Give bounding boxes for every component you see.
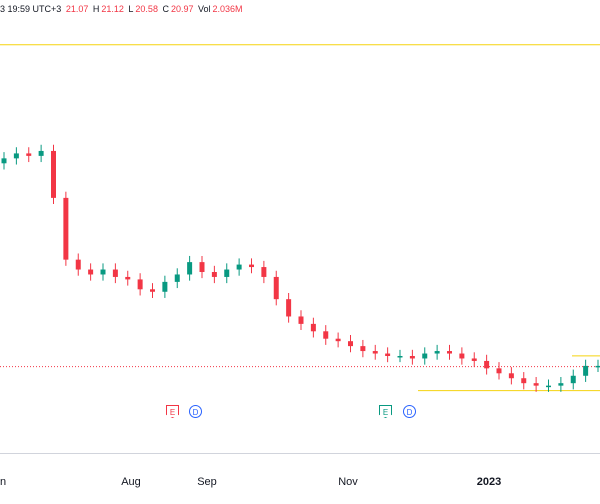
candle-body (237, 265, 242, 270)
candle-body (39, 151, 44, 156)
candle-body (360, 346, 365, 351)
candle-body (26, 153, 31, 155)
candle-body (447, 351, 452, 353)
candle-body (571, 376, 576, 383)
legend-close-label: C (162, 4, 169, 14)
dividend-event-icon[interactable]: D (189, 405, 202, 418)
candle-body (546, 386, 551, 388)
dividend-event-icon[interactable]: D (403, 405, 416, 418)
candle-body (435, 351, 440, 353)
candle-body (212, 272, 217, 277)
legend-high-label: H (93, 4, 100, 14)
candle-body (373, 351, 378, 353)
candle-body (286, 299, 291, 316)
candle-body (299, 316, 304, 323)
legend-open: 21.07 (66, 4, 89, 14)
x-tick-label: n (0, 476, 6, 488)
candle-body (311, 324, 316, 331)
candle-body (88, 270, 93, 275)
candle-body (175, 274, 180, 281)
candle-body (348, 341, 353, 346)
candle-body (385, 354, 390, 356)
x-tick-label: 2023 (477, 476, 501, 488)
candle-body (398, 356, 403, 358)
time-axis[interactable]: n Aug Sep Nov 2023 (0, 453, 600, 504)
legend-datetime: 3 19:59 UTC+3 (0, 4, 61, 14)
legend-volume-label: Vol (198, 4, 211, 14)
candle-body (200, 262, 205, 272)
candle-body (2, 158, 7, 163)
x-tick-label: Aug (121, 476, 141, 488)
legend-volume: 2.036M (213, 4, 243, 14)
candle-body (125, 277, 130, 279)
candle-body (274, 277, 279, 299)
legend-high: 21.12 (101, 4, 124, 14)
candle-body (509, 373, 514, 378)
candle-body (596, 366, 600, 368)
x-tick-label: Nov (338, 476, 358, 488)
candle-body (422, 354, 427, 359)
candle-body (187, 262, 192, 274)
candle-body (558, 383, 563, 385)
legend-low: 20.58 (135, 4, 158, 14)
legend-low-label: L (128, 4, 133, 14)
legend-close: 20.97 (171, 4, 194, 14)
candle-body (472, 358, 477, 360)
candle-body (138, 279, 143, 289)
candle-body (534, 383, 539, 385)
candle-body (521, 378, 526, 383)
candle-body (150, 289, 155, 291)
candle-body (63, 198, 68, 260)
candle-body (484, 361, 489, 368)
candle-body (76, 260, 81, 270)
candle-body (336, 339, 341, 341)
candle-body (323, 331, 328, 338)
candle-body (261, 267, 266, 277)
candle-body (583, 366, 588, 376)
candle-body (410, 356, 415, 358)
candle-body (459, 354, 464, 359)
candle-body (497, 368, 502, 373)
candle-body (224, 270, 229, 277)
candle-body (101, 270, 106, 275)
price-plot[interactable] (0, 0, 600, 453)
candle-body (14, 153, 19, 158)
candle-body (113, 270, 118, 277)
candle-body (162, 282, 167, 292)
candle-body (249, 265, 254, 267)
x-tick-label: Sep (197, 476, 217, 488)
candle-body (51, 151, 56, 198)
